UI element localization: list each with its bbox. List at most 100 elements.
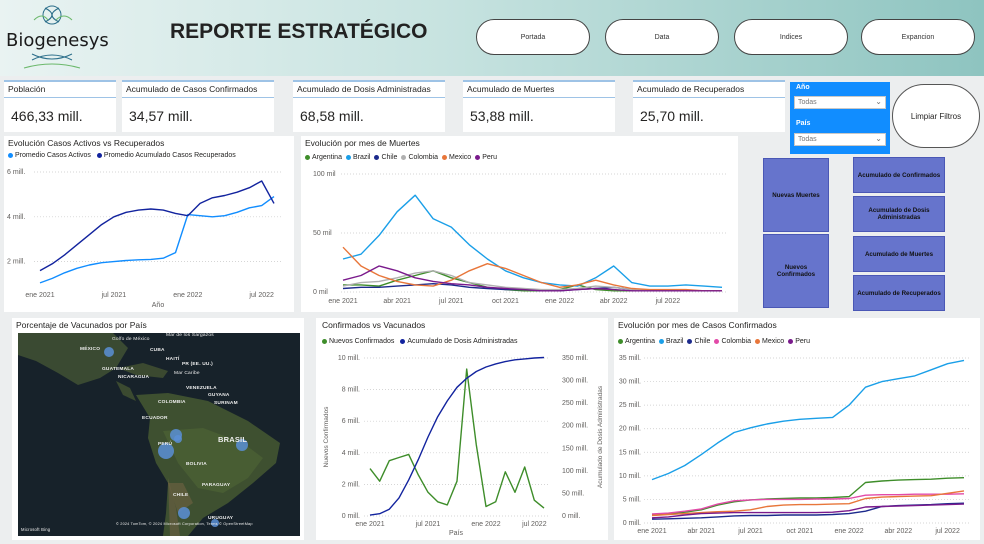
- series-line-3[interactable]: [651, 493, 965, 515]
- legend-item[interactable]: Mexico: [755, 338, 784, 345]
- bookmark-acum-confirmados-button[interactable]: Acumulado de Confirmados: [853, 157, 945, 193]
- tick-label: abr 2022: [600, 298, 628, 305]
- bookmark-nuevos-confirmados-button[interactable]: Nuevos Confirmados: [763, 234, 829, 308]
- legend-item[interactable]: Promedio Casos Activos: [8, 152, 91, 159]
- year-dropdown-value: Todas: [798, 99, 817, 106]
- legend-item[interactable]: Nuevos Confirmados: [322, 338, 394, 345]
- tick-label: ene 2021: [637, 528, 666, 535]
- kpi-divider: [463, 97, 615, 98]
- legend-dot-icon: [322, 338, 327, 344]
- legend-item[interactable]: Brazil: [658, 338, 683, 345]
- legend-dot-icon: [658, 338, 664, 344]
- legend-item[interactable]: Peru: [475, 154, 497, 161]
- series-line-5[interactable]: [342, 265, 722, 292]
- legend-dot-icon: [401, 154, 407, 160]
- clear-filters-button[interactable]: Limpiar Filtros: [892, 84, 980, 148]
- logo-text: Biogenesys: [6, 30, 109, 51]
- map-label: CHILE: [173, 493, 189, 498]
- combo-chart-confvac[interactable]: 0 mill. 2 mill. 4 mill. 6 mill. 8 mill. 10 mi…: [316, 348, 608, 540]
- legend-label: Argentina: [625, 338, 655, 345]
- axis-title: Nuevos Confirmados: [323, 406, 330, 467]
- series-line-0[interactable]: [369, 368, 545, 509]
- legend-item[interactable]: Brazil: [345, 154, 371, 161]
- chart-panel-activos: Evolución Casos Activos vs Recuperados P…: [4, 136, 294, 312]
- chevron-down-icon: ⌄: [875, 97, 882, 106]
- legend-item[interactable]: Promedio Acumulado Casos Recuperados: [96, 152, 236, 159]
- filter-slicer-panel: Año Todas ⌄ País Todas ⌄: [790, 82, 890, 154]
- legend-dot-icon: [755, 338, 761, 344]
- map-attribution[interactable]: © 2024 TomTom, © 2024 Microsoft Corporat…: [116, 522, 253, 526]
- map-panel: Porcentaje de Vacunados por País MÉXICO …: [12, 318, 304, 540]
- kpi-value: 25,70 mill.: [640, 108, 704, 124]
- legend-item[interactable]: Chile: [374, 154, 397, 161]
- series-line-4[interactable]: [342, 246, 722, 292]
- axis-title: Acumulado de Dosis Administradas: [597, 385, 604, 488]
- tick-label: jul 2022: [248, 292, 274, 299]
- bookmark-acum-muertes-button[interactable]: Acumulado de Muertes: [853, 236, 945, 272]
- legend-item[interactable]: Chile: [687, 338, 710, 345]
- nav-button-expancion[interactable]: Expancion: [861, 19, 975, 55]
- map-label: PERÚ: [158, 442, 173, 447]
- legend-label: Brazil: [352, 154, 371, 161]
- tick-label: 200 mill.: [562, 423, 588, 430]
- legend-item[interactable]: Acumulado de Dosis Administradas: [400, 338, 517, 345]
- map-label: PARAGUAY: [202, 483, 231, 488]
- series-line-4[interactable]: [651, 490, 965, 517]
- map-label: HAITÍ: [166, 357, 180, 362]
- map-label: SURINAM: [214, 401, 238, 406]
- kpi-card-dosis: Acumulado de Dosis Administradas 68,58 m…: [293, 80, 445, 132]
- line-chart-muertes[interactable]: 0 mil 50 mil 100 mil ene 2021 abr 2021 jul 20…: [301, 166, 738, 312]
- nav-button-indices[interactable]: Indices: [734, 19, 848, 55]
- nav-button-data[interactable]: Data: [605, 19, 719, 55]
- line-chart-activos[interactable]: 2 mill. 4 mill. 6 mill. ene 2021 jul 2021 ene…: [4, 164, 294, 312]
- tick-label: abr 2021: [383, 298, 411, 305]
- series-line-5[interactable]: [651, 503, 965, 519]
- line-chart-casos[interactable]: 0 mill. 5 mill. 10 mill. 15 mill. 20 mill. 25…: [614, 348, 980, 540]
- series-line-0[interactable]: [651, 477, 965, 516]
- nav-button-portada[interactable]: Portada: [476, 19, 590, 55]
- legend-item[interactable]: Colombia: [714, 338, 751, 345]
- kpi-value: 466,33 mill.: [11, 108, 83, 124]
- series-line-1[interactable]: [651, 359, 965, 481]
- series-line-1[interactable]: [369, 356, 545, 516]
- map-title: Porcentaje de Vacunados por País: [16, 320, 147, 330]
- tick-label: oct 2021: [786, 528, 813, 535]
- bookmark-nuevas-muertes-button[interactable]: Nuevas Muertes: [763, 158, 829, 232]
- map-label: BRASIL: [218, 435, 248, 444]
- country-dropdown[interactable]: Todas ⌄: [794, 133, 886, 146]
- map-label: URUGUAY: [208, 516, 234, 521]
- series-line-0[interactable]: [39, 196, 275, 284]
- year-dropdown[interactable]: Todas ⌄: [794, 96, 886, 109]
- map-label: PR (EE. UU.): [182, 362, 213, 367]
- kpi-divider: [4, 97, 116, 98]
- series-line-1[interactable]: [342, 194, 723, 288]
- series-line-1[interactable]: [39, 180, 275, 272]
- map-label: GUYANA: [208, 393, 230, 398]
- tick-label: 0 mill.: [623, 520, 641, 527]
- tick-label: 10 mill.: [619, 473, 641, 480]
- legend-item[interactable]: Colombia: [401, 154, 438, 161]
- tick-label: 10 mill.: [338, 355, 360, 362]
- bookmark-acum-dosis-button[interactable]: Acumulado de Dosis Administradas: [853, 196, 945, 232]
- map-label: GUATEMALA: [102, 367, 135, 372]
- chart-title: Confirmados vs Vacunados: [322, 320, 426, 330]
- tick-label: ene 2022: [173, 292, 202, 299]
- legend-item[interactable]: Argentina: [305, 154, 342, 161]
- legend-label: Peru: [795, 338, 810, 345]
- tick-label: 2 mill.: [342, 481, 360, 488]
- biogenesys-logo: [4, 2, 100, 76]
- legend-item[interactable]: Mexico: [442, 154, 471, 161]
- bookmark-acum-recuperados-button[interactable]: Acumulado de Recuperados: [853, 275, 945, 311]
- tick-label: 300 mill.: [562, 378, 588, 385]
- legend-dot-icon: [714, 338, 720, 344]
- legend-dot-icon: [475, 154, 481, 160]
- tick-label: 15 mill.: [619, 449, 641, 456]
- legend-item[interactable]: Peru: [788, 338, 810, 345]
- legend-item[interactable]: Argentina: [618, 338, 655, 345]
- tick-label: 0 mill.: [342, 513, 360, 520]
- tick-label: 6 mill.: [342, 418, 360, 425]
- tick-label: 100 mil: [313, 171, 336, 178]
- tick-label: oct 2021: [492, 298, 519, 305]
- kpi-card-recuperados: Acumulado de Recuperados 25,70 mill.: [633, 80, 785, 132]
- map-canvas[interactable]: MÉXICO Golfo de México Mar de los Sargaz…: [18, 333, 300, 536]
